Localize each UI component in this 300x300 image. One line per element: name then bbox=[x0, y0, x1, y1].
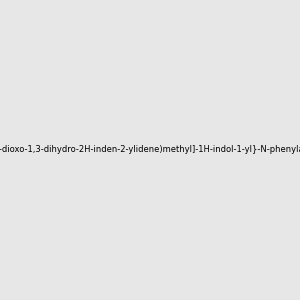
Text: 2-{3-[(1,3-dioxo-1,3-dihydro-2H-inden-2-ylidene)methyl]-1H-indol-1-yl}-N-phenyla: 2-{3-[(1,3-dioxo-1,3-dihydro-2H-inden-2-… bbox=[0, 146, 300, 154]
